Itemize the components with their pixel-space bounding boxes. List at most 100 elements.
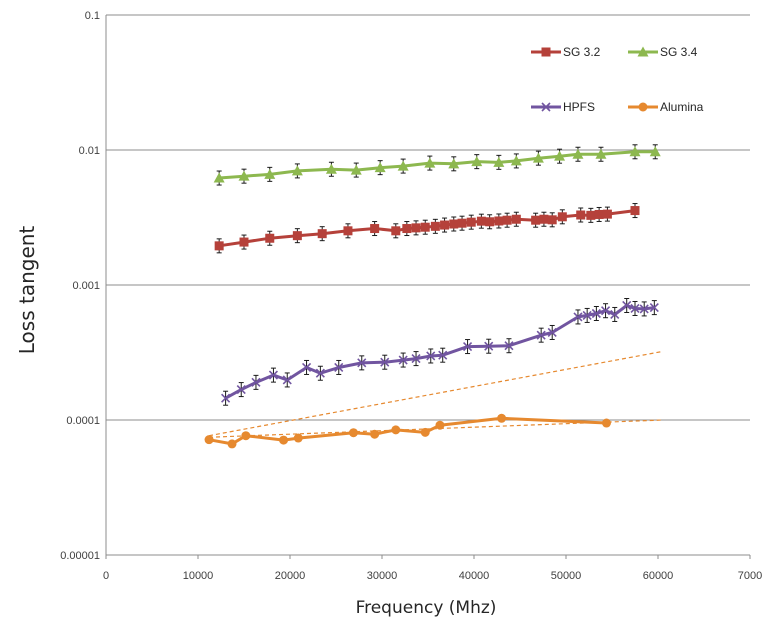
y-axis-title: Loss tangent	[15, 226, 39, 355]
data-point	[573, 312, 583, 322]
x-marker-stroke	[622, 300, 632, 311]
x-marker-stroke	[236, 385, 246, 395]
data-point	[622, 300, 632, 311]
data-point	[213, 172, 225, 183]
data-point	[334, 362, 344, 373]
series-line-alumina	[208, 416, 607, 446]
legend-marker	[541, 102, 551, 112]
x-tick-label: 50000	[551, 570, 582, 582]
data-point	[536, 330, 546, 340]
axes	[105, 15, 751, 559]
data-point	[325, 163, 337, 174]
data-point	[221, 393, 231, 403]
data-point	[649, 303, 659, 313]
data-point	[586, 210, 596, 220]
data-point	[485, 217, 495, 227]
legend-label: SG 3.4	[660, 45, 698, 59]
data-point	[264, 168, 276, 179]
data-point	[610, 309, 620, 320]
x-marker-stroke	[315, 368, 325, 378]
x-marker-stroke	[582, 310, 592, 321]
y-tick-label: 0.0001	[66, 415, 100, 427]
legend-label: SG 3.2	[563, 45, 601, 59]
legend: SG 3.2 SG 3.4 HPFS Alumina	[531, 45, 704, 114]
data-point	[424, 157, 436, 168]
x-marker-stroke	[301, 362, 312, 373]
data-point	[576, 210, 586, 220]
tick-labels: 0.00001 0.0001 0.001 0.01 0.1 0 10000 20000 3000…	[60, 10, 762, 582]
x-marker-stroke	[282, 375, 292, 385]
data-point	[639, 304, 649, 314]
series-sg-3-4	[213, 144, 661, 186]
data-point	[457, 218, 467, 228]
data-point	[532, 152, 544, 163]
x-axis-title: Frequency (Mhz)	[356, 598, 497, 618]
x-marker-stroke	[221, 393, 231, 403]
series-sg-3-2	[214, 203, 640, 254]
data-point	[449, 219, 459, 229]
x-marker-stroke	[251, 377, 261, 387]
data-point	[411, 223, 421, 233]
x-marker-stroke	[600, 306, 611, 316]
data-point	[357, 358, 367, 368]
y-tick-label: 0.01	[79, 145, 100, 157]
legend-item-alumina: Alumina	[628, 100, 704, 114]
data-point	[282, 375, 292, 385]
data-point	[411, 354, 421, 364]
x-marker-stroke	[398, 355, 408, 365]
data-point	[471, 156, 483, 167]
legend-item-hpfs: HPFS	[531, 100, 595, 114]
data-point	[293, 433, 303, 443]
data-point	[374, 162, 386, 173]
data-point	[547, 215, 557, 225]
gridlines	[106, 14, 750, 556]
series-line-hpfs	[224, 304, 655, 400]
data-point	[591, 308, 601, 319]
data-point	[402, 224, 412, 234]
x-tick-label: 60000	[643, 570, 674, 582]
data-point	[531, 215, 541, 225]
data-point	[279, 435, 289, 445]
x-marker-stroke	[547, 327, 557, 338]
data-point	[511, 214, 521, 224]
data-point	[239, 237, 249, 247]
x-marker-stroke	[462, 341, 473, 352]
data-point	[291, 165, 303, 176]
data-point	[370, 224, 380, 234]
x-marker-stroke	[610, 309, 620, 320]
data-point	[539, 214, 549, 224]
x-marker-stroke	[268, 370, 279, 380]
x-marker-stroke	[536, 330, 546, 340]
x-marker-stroke	[639, 304, 649, 314]
data-series	[204, 144, 661, 449]
data-point	[630, 303, 640, 314]
data-point	[398, 355, 408, 365]
data-point	[236, 385, 246, 395]
data-point	[493, 156, 505, 167]
data-point	[227, 439, 237, 449]
x-marker-stroke	[357, 358, 367, 368]
data-point	[343, 226, 353, 236]
data-point	[391, 226, 401, 236]
data-point	[484, 341, 494, 351]
x-marker-stroke	[573, 312, 583, 322]
x-tick-label: 7000	[738, 570, 762, 582]
x-marker-stroke	[438, 350, 448, 360]
data-point	[370, 429, 380, 439]
data-point	[601, 418, 611, 428]
data-point	[557, 212, 567, 222]
x-tick-label: 20000	[275, 570, 306, 582]
legend-label: HPFS	[563, 100, 595, 114]
series-alumina	[204, 413, 611, 449]
data-point	[448, 158, 460, 169]
x-marker-stroke	[630, 303, 640, 314]
data-point	[241, 431, 251, 441]
series-line-sg-3-4	[219, 150, 656, 180]
data-point	[380, 357, 390, 367]
x-marker-stroke	[380, 357, 390, 367]
x-marker-stroke	[426, 351, 436, 361]
data-point	[554, 150, 566, 161]
data-point	[397, 160, 409, 171]
legend-item-sg-3-4: SG 3.4	[628, 45, 698, 59]
legend-marker	[541, 47, 551, 57]
